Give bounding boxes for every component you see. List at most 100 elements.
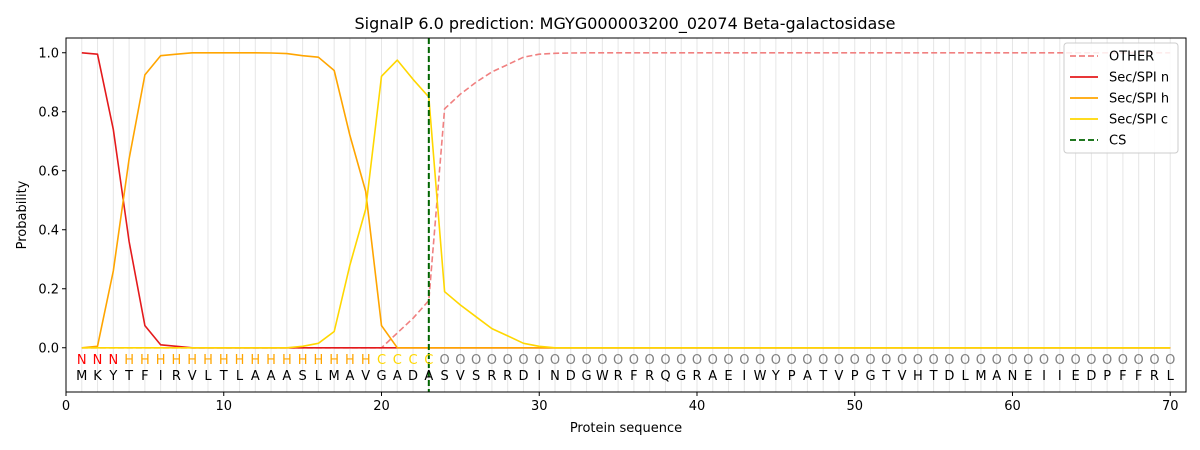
region-label: O <box>834 353 844 368</box>
region-label: O <box>566 353 576 368</box>
residue-label: M <box>329 369 340 384</box>
x-tick-label: 40 <box>689 399 706 414</box>
region-label: H <box>235 353 245 368</box>
region-label: H <box>187 353 197 368</box>
residue-label: F <box>630 369 637 384</box>
residue-label: Q <box>660 369 670 384</box>
region-label: O <box>1023 353 1033 368</box>
residue-label: G <box>582 369 592 384</box>
region-label: O <box>881 353 891 368</box>
residue-label: A <box>708 369 717 384</box>
residue-label: I <box>1042 369 1046 384</box>
region-label: O <box>1070 353 1080 368</box>
residue-label: G <box>865 369 875 384</box>
residue-label: D <box>518 369 528 384</box>
region-label: O <box>913 353 923 368</box>
residue-label: I <box>1058 369 1062 384</box>
region-label: O <box>850 353 860 368</box>
region-label: O <box>1039 353 1049 368</box>
region-label: O <box>550 353 560 368</box>
x-axis-label: Protein sequence <box>570 421 682 436</box>
legend: OTHER Sec/SPI n Sec/SPI h Sec/SPI c CS <box>1063 42 1179 154</box>
residue-label: P <box>788 369 796 384</box>
region-label: O <box>439 353 449 368</box>
residue-label: E <box>1071 369 1079 384</box>
residue-label: A <box>251 369 260 384</box>
region-label: H <box>329 353 339 368</box>
residue-label: I <box>742 369 746 384</box>
residue-label: T <box>124 369 133 384</box>
residue-label: A <box>424 369 433 384</box>
residue-label: H <box>913 369 923 384</box>
region-label: O <box>1086 353 1096 368</box>
residue-label: W <box>754 369 767 384</box>
series-line-1 <box>81 52 1171 349</box>
series-line-3 <box>81 59 1171 349</box>
residue-label: E <box>724 369 732 384</box>
residue-label: M <box>975 369 986 384</box>
residue-label: F <box>1119 369 1126 384</box>
residue-label: L <box>962 369 970 384</box>
residue-label: V <box>361 369 370 384</box>
x-tick-label: 70 <box>1162 399 1179 414</box>
region-label: H <box>298 353 308 368</box>
legend-entry: CS <box>1109 134 1126 149</box>
region-label: O <box>629 353 639 368</box>
region-label: O <box>581 353 591 368</box>
residue-label: S <box>440 369 448 384</box>
residue-label: E <box>1024 369 1032 384</box>
residue-label: W <box>596 369 609 384</box>
residue-label: N <box>550 369 560 384</box>
residue-label: T <box>929 369 938 384</box>
residue-label: F <box>1135 369 1142 384</box>
residue-label: R <box>487 369 496 384</box>
residue-label: D <box>408 369 418 384</box>
region-label: O <box>960 353 970 368</box>
region-label: O <box>928 353 938 368</box>
series-line-0 <box>81 51 1171 349</box>
residue-label: V <box>898 369 907 384</box>
region-label: H <box>172 353 182 368</box>
region-label: H <box>156 353 166 368</box>
legend-box <box>1063 42 1179 154</box>
x-tick-label: 50 <box>846 399 863 414</box>
region-label: O <box>676 353 686 368</box>
residue-label: A <box>992 369 1001 384</box>
residue-label: T <box>219 369 228 384</box>
plot-frame <box>65 37 1187 393</box>
residue-label: D <box>944 369 954 384</box>
residue-label: L <box>236 369 244 384</box>
region-label: H <box>203 353 213 368</box>
region-label: N <box>93 353 103 368</box>
residue-label: R <box>614 369 623 384</box>
residue-label: T <box>818 369 827 384</box>
region-label: O <box>1055 353 1065 368</box>
residue-label: I <box>159 369 163 384</box>
region-label: O <box>1007 353 1017 368</box>
residue-label: L <box>204 369 212 384</box>
region-label: H <box>345 353 355 368</box>
residue-label: A <box>393 369 402 384</box>
region-label: O <box>771 353 781 368</box>
residue-label: D <box>566 369 576 384</box>
region-label: O <box>802 353 812 368</box>
region-label: O <box>534 353 544 368</box>
y-tick-label: 0.0 <box>38 341 59 356</box>
region-label: O <box>518 353 528 368</box>
y-tick-label: 0.6 <box>38 164 59 179</box>
residue-label: R <box>172 369 181 384</box>
y-axis-label: Probability <box>15 180 30 249</box>
x-tick-label: 20 <box>373 399 390 414</box>
plot-grid <box>81 38 1171 392</box>
residue-label: N <box>1008 369 1018 384</box>
residue-label: T <box>881 369 890 384</box>
region-label: H <box>250 353 260 368</box>
plot-lines <box>81 51 1171 349</box>
residue-label: A <box>267 369 276 384</box>
residue-label: Y <box>771 369 780 384</box>
region-label: O <box>455 353 465 368</box>
region-label: O <box>708 353 718 368</box>
region-label: C <box>409 353 418 368</box>
residue-label: M <box>76 369 87 384</box>
residue-label: F <box>141 369 148 384</box>
